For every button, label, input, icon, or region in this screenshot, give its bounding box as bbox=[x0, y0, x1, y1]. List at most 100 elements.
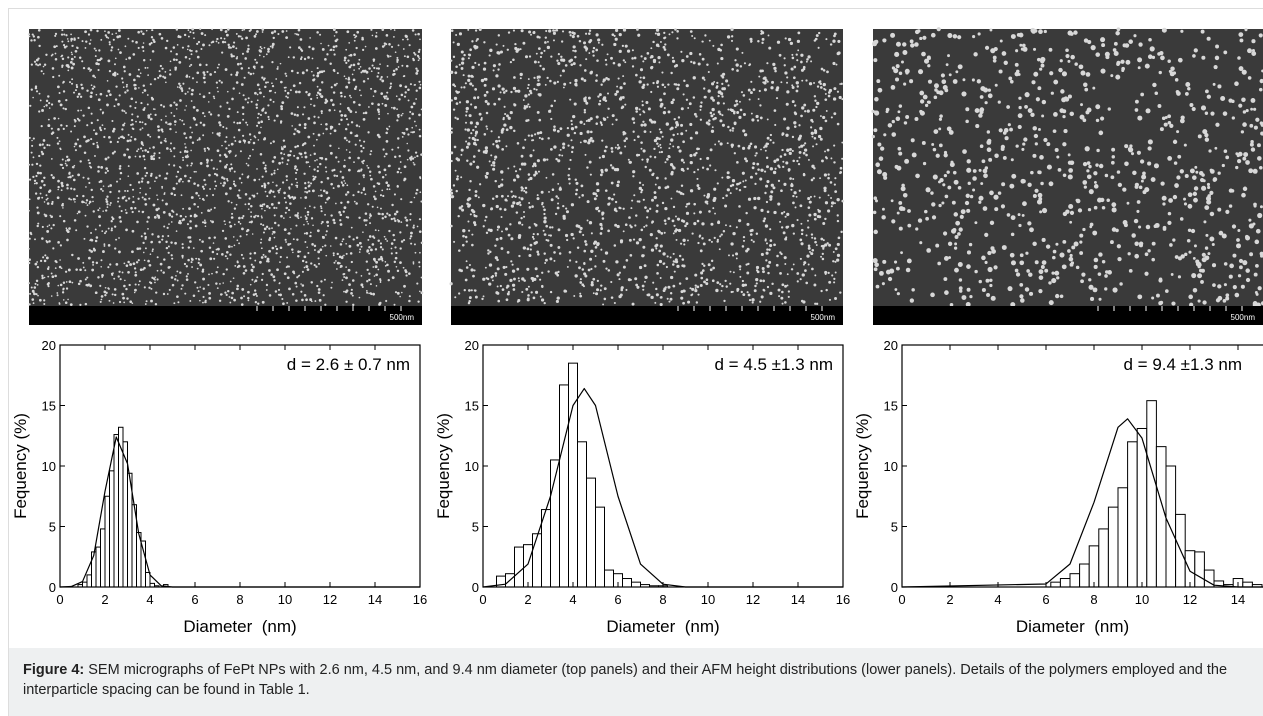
nanoparticle bbox=[138, 259, 140, 261]
nanoparticle bbox=[190, 64, 192, 66]
nanoparticle bbox=[806, 58, 809, 61]
nanoparticle bbox=[230, 163, 232, 165]
nanoparticle bbox=[1011, 174, 1016, 179]
nanoparticle bbox=[276, 248, 278, 250]
nanoparticle bbox=[773, 67, 776, 70]
nanoparticle bbox=[525, 288, 528, 291]
nanoparticle bbox=[160, 263, 163, 266]
nanoparticle bbox=[500, 170, 503, 173]
nanoparticle bbox=[28, 248, 30, 250]
nanoparticle bbox=[70, 303, 73, 306]
nanoparticle bbox=[523, 246, 526, 249]
nanoparticle bbox=[793, 264, 795, 266]
nanoparticle bbox=[85, 140, 87, 142]
nanoparticle bbox=[110, 49, 112, 51]
nanoparticle bbox=[1176, 130, 1179, 133]
nanoparticle bbox=[81, 60, 83, 62]
nanoparticle bbox=[71, 67, 74, 70]
nanoparticle bbox=[176, 28, 178, 30]
nanoparticle bbox=[305, 215, 307, 217]
nanoparticle bbox=[404, 96, 406, 98]
nanoparticle bbox=[496, 238, 499, 241]
nanoparticle bbox=[280, 81, 283, 84]
nanoparticle bbox=[384, 104, 387, 107]
nanoparticle bbox=[407, 55, 410, 58]
nanoparticle bbox=[750, 91, 753, 94]
nanoparticle bbox=[811, 233, 813, 235]
nanoparticle bbox=[1115, 75, 1120, 80]
nanoparticle bbox=[748, 198, 751, 201]
nanoparticle bbox=[503, 45, 505, 47]
nanoparticle bbox=[233, 136, 235, 138]
nanoparticle bbox=[532, 236, 534, 238]
nanoparticle bbox=[595, 246, 598, 249]
nanoparticle bbox=[174, 194, 176, 196]
nanoparticle bbox=[86, 199, 88, 201]
nanoparticle bbox=[831, 201, 834, 204]
nanoparticle bbox=[539, 131, 542, 134]
nanoparticle bbox=[505, 90, 507, 92]
nanoparticle bbox=[258, 113, 260, 115]
nanoparticle bbox=[168, 246, 170, 248]
nanoparticle bbox=[158, 129, 161, 132]
nanoparticle bbox=[549, 226, 551, 228]
nanoparticle bbox=[67, 299, 69, 301]
nanoparticle bbox=[497, 84, 500, 87]
sem-background bbox=[873, 29, 1263, 307]
nanoparticle bbox=[766, 242, 768, 244]
nanoparticle bbox=[322, 236, 324, 238]
nanoparticle bbox=[584, 109, 586, 111]
nanoparticle bbox=[66, 156, 68, 158]
nanoparticle bbox=[540, 296, 542, 298]
nanoparticle bbox=[147, 74, 149, 76]
nanoparticle bbox=[102, 113, 104, 115]
nanoparticle bbox=[589, 221, 592, 224]
nanoparticle bbox=[281, 157, 283, 159]
nanoparticle bbox=[216, 38, 218, 40]
nanoparticle bbox=[335, 45, 337, 47]
nanoparticle bbox=[334, 70, 336, 72]
nanoparticle bbox=[112, 293, 114, 295]
nanoparticle bbox=[70, 34, 72, 36]
nanoparticle bbox=[467, 79, 470, 82]
nanoparticle bbox=[159, 70, 161, 72]
nanoparticle bbox=[285, 241, 287, 243]
nanoparticle bbox=[119, 216, 122, 219]
nanoparticle bbox=[373, 60, 375, 62]
nanoparticle bbox=[49, 144, 51, 146]
nanoparticle bbox=[531, 205, 534, 208]
nanoparticle bbox=[312, 225, 314, 227]
nanoparticle bbox=[807, 55, 810, 58]
nanoparticle bbox=[318, 288, 321, 291]
nanoparticle bbox=[287, 154, 290, 157]
nanoparticle bbox=[405, 85, 408, 88]
nanoparticle bbox=[497, 300, 500, 303]
nanoparticle bbox=[1022, 44, 1026, 48]
nanoparticle bbox=[514, 196, 516, 198]
nanoparticle bbox=[560, 149, 562, 151]
nanoparticle bbox=[233, 121, 235, 123]
nanoparticle bbox=[400, 172, 402, 174]
nanoparticle bbox=[579, 281, 582, 284]
nanoparticle bbox=[35, 175, 37, 177]
nanoparticle bbox=[660, 297, 662, 299]
nanoparticle bbox=[517, 142, 520, 145]
nanoparticle bbox=[811, 132, 814, 135]
nanoparticle bbox=[179, 99, 182, 102]
nanoparticle bbox=[553, 39, 555, 41]
nanoparticle bbox=[226, 164, 228, 166]
sem-image: 500nm bbox=[449, 28, 844, 325]
nanoparticle bbox=[42, 256, 44, 258]
nanoparticle bbox=[378, 258, 380, 260]
nanoparticle bbox=[236, 71, 239, 74]
nanoparticle bbox=[218, 121, 221, 124]
nanoparticle bbox=[503, 91, 506, 94]
nanoparticle bbox=[571, 203, 574, 206]
nanoparticle bbox=[610, 164, 612, 166]
nanoparticle bbox=[221, 145, 223, 147]
nanoparticle bbox=[685, 130, 687, 132]
nanoparticle bbox=[528, 202, 530, 204]
nanoparticle bbox=[257, 117, 259, 119]
nanoparticle bbox=[309, 205, 311, 207]
nanoparticle bbox=[719, 113, 721, 115]
